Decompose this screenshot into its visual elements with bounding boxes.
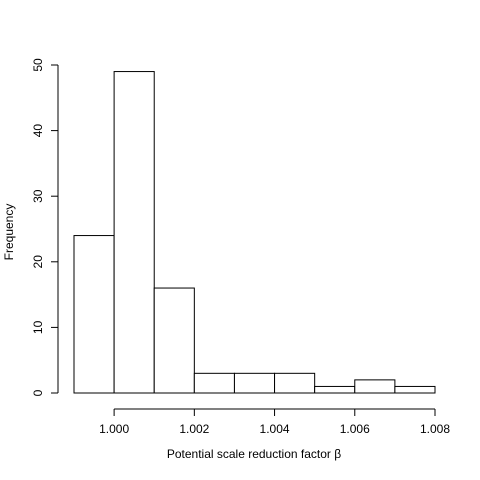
x-axis-label: Potential scale reduction factor β [167, 447, 341, 461]
histogram-bar-6 [274, 372, 316, 394]
histogram-bar-5 [233, 372, 276, 394]
y-axis-label: Frequency [2, 204, 16, 261]
histogram-bar-1 [73, 235, 115, 394]
x-tick-label: 1.006 [340, 422, 370, 436]
x-tick-label: 1.004 [260, 422, 290, 436]
histogram-bar-9 [394, 385, 436, 394]
histogram-bar-4 [193, 372, 235, 394]
x-tick-label: 1.008 [420, 422, 450, 436]
histogram-bars [73, 71, 436, 394]
x-tick-label: 1.000 [99, 422, 129, 436]
histogram-bar-3 [153, 287, 195, 394]
histogram-bar-2 [113, 71, 155, 394]
y-tick-label: 30 [31, 189, 45, 203]
x-axis: 1.000 1.002 1.004 1.006 1.008 [99, 408, 450, 436]
histogram-bar-8 [354, 379, 396, 394]
y-tick-label: 50 [31, 58, 45, 72]
y-tick-label: 10 [31, 320, 45, 334]
histogram-bar-7 [314, 385, 356, 394]
y-tick-label: 20 [31, 255, 45, 269]
y-axis: 0 10 20 30 40 50 [31, 58, 59, 396]
y-tick-label: 0 [31, 389, 45, 396]
y-tick-label: 40 [31, 124, 45, 138]
x-tick-label: 1.002 [179, 422, 209, 436]
